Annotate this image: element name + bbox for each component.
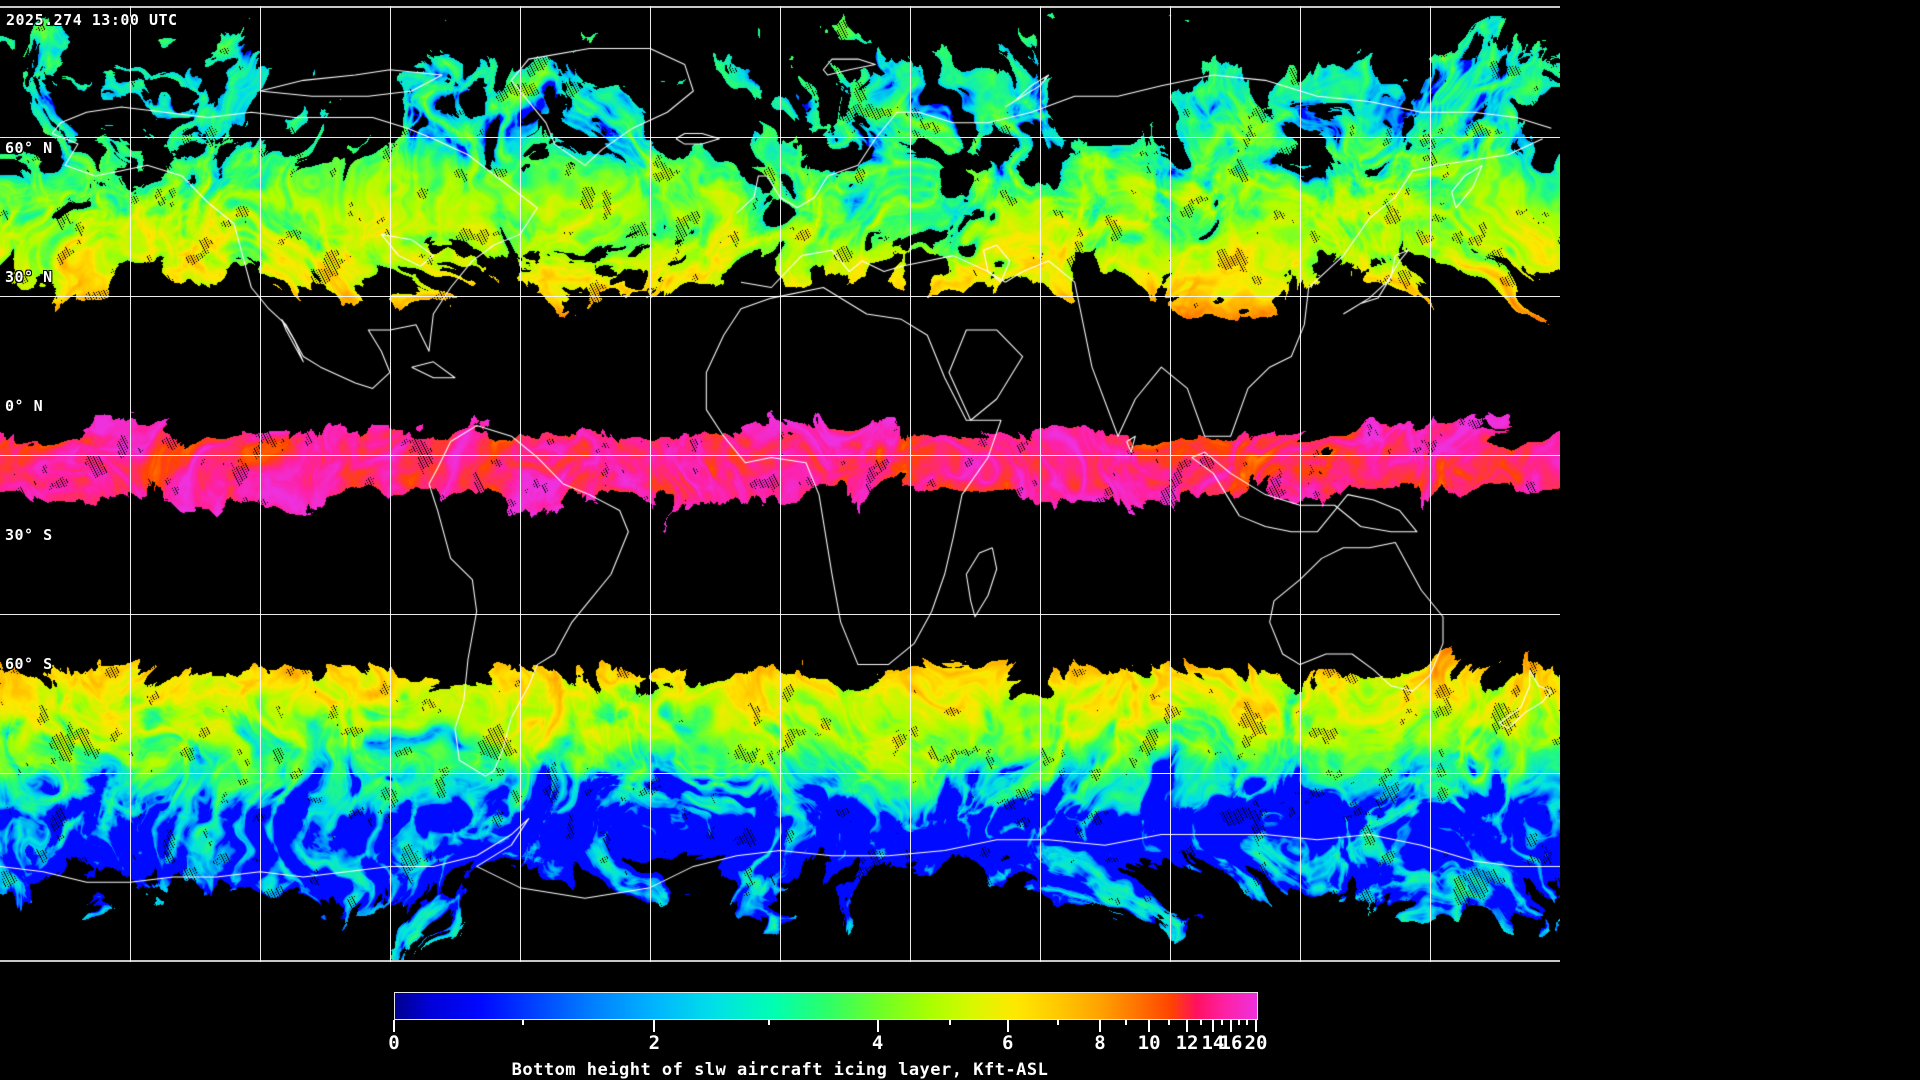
colorbar-minor-tick-2 bbox=[948, 1020, 951, 1025]
colorbar-tick-2 bbox=[653, 1020, 656, 1032]
colorbar-minor-tick-6 bbox=[1199, 1020, 1202, 1025]
colorbar-minor-tick-5 bbox=[1167, 1020, 1170, 1025]
gridline-lon-120w bbox=[260, 6, 261, 962]
colorbar-label-8: 8 bbox=[1094, 1032, 1106, 1054]
gridline-lon-90e bbox=[1170, 6, 1171, 962]
gridline-lon-60w bbox=[520, 6, 521, 962]
colorbar-label-20: 20 bbox=[1244, 1032, 1268, 1054]
colorbar-label-14: 14 bbox=[1201, 1032, 1225, 1054]
colorbar-minor-tick-4 bbox=[1124, 1020, 1127, 1025]
world-map-panel[interactable]: 60° N 30° N 0° N 30° S 60° S 2025.274 13… bbox=[0, 6, 1560, 962]
colorbar-label-6: 6 bbox=[1002, 1032, 1014, 1054]
colorbar-tick-16 bbox=[1230, 1020, 1232, 1032]
colorbar-tick-10 bbox=[1148, 1020, 1151, 1032]
colorbar-minor-tick-1 bbox=[767, 1020, 770, 1025]
colorbar-minor-tick-8 bbox=[1237, 1020, 1240, 1025]
colorbar-title: Bottom height of slw aircraft icing laye… bbox=[511, 1060, 1049, 1080]
colorbar-label-12: 12 bbox=[1175, 1032, 1199, 1054]
lat-label-30n: 30° N bbox=[5, 268, 53, 286]
lat-label-0: 0° N bbox=[5, 397, 44, 415]
colorbar-label-4: 4 bbox=[871, 1032, 884, 1054]
colorbar-tick-4 bbox=[876, 1020, 879, 1032]
colorbar-tick-14 bbox=[1211, 1020, 1214, 1032]
gridline-lon-30w bbox=[650, 6, 651, 962]
gridline-lon-150w bbox=[130, 6, 131, 962]
gridline-lon-30e bbox=[910, 6, 911, 962]
colorbar-tick-8 bbox=[1098, 1020, 1101, 1032]
gridline-lon-150e bbox=[1430, 6, 1431, 962]
icing-map-page: 60° N 30° N 0° N 30° S 60° S 2025.274 13… bbox=[0, 6, 1560, 1080]
colorbar-gradient[interactable] bbox=[394, 992, 1258, 1020]
gridline-lat-30n bbox=[0, 296, 1560, 297]
gridline-lon-0 bbox=[780, 6, 781, 962]
colorbar-tick-20 bbox=[1255, 1020, 1257, 1032]
colorbar-minor-tick-0 bbox=[522, 1020, 525, 1025]
colorbar-tick-0 bbox=[393, 1020, 395, 1032]
gridline-lon-90w bbox=[390, 6, 391, 962]
colorbar-tick-12 bbox=[1186, 1020, 1189, 1032]
colorbar-label-2: 2 bbox=[648, 1032, 661, 1054]
gridline-lat-60n bbox=[0, 137, 1560, 138]
lat-label-60s: 60° S bbox=[5, 655, 53, 673]
colorbar-label-16: 16 bbox=[1219, 1032, 1243, 1054]
gridline-lat-0 bbox=[0, 455, 1560, 456]
colorbar-minor-tick-9 bbox=[1246, 1020, 1249, 1025]
colorbar-area: 0 2 4 6 8 10 12 14 16 20 Bottom height of slw air… bbox=[0, 962, 1560, 1080]
colorbar-label-0: 0 bbox=[388, 1032, 400, 1054]
gridline-lat-30s bbox=[0, 614, 1560, 615]
colorbar-minor-tick-7 bbox=[1221, 1020, 1224, 1025]
lat-label-60n: 60° N bbox=[5, 139, 53, 157]
colorbar-minor-tick-3 bbox=[1056, 1020, 1059, 1025]
gridline-lat-60s bbox=[0, 773, 1560, 774]
gridline-lon-60e bbox=[1040, 6, 1041, 962]
lat-label-30s: 30° S bbox=[5, 526, 53, 544]
gridline-lon-120e bbox=[1300, 6, 1301, 962]
colorbar-label-10: 10 bbox=[1137, 1032, 1161, 1054]
timestamp-label: 2025.274 13:00 UTC bbox=[6, 11, 178, 29]
colorbar-tick-6 bbox=[1006, 1020, 1009, 1032]
